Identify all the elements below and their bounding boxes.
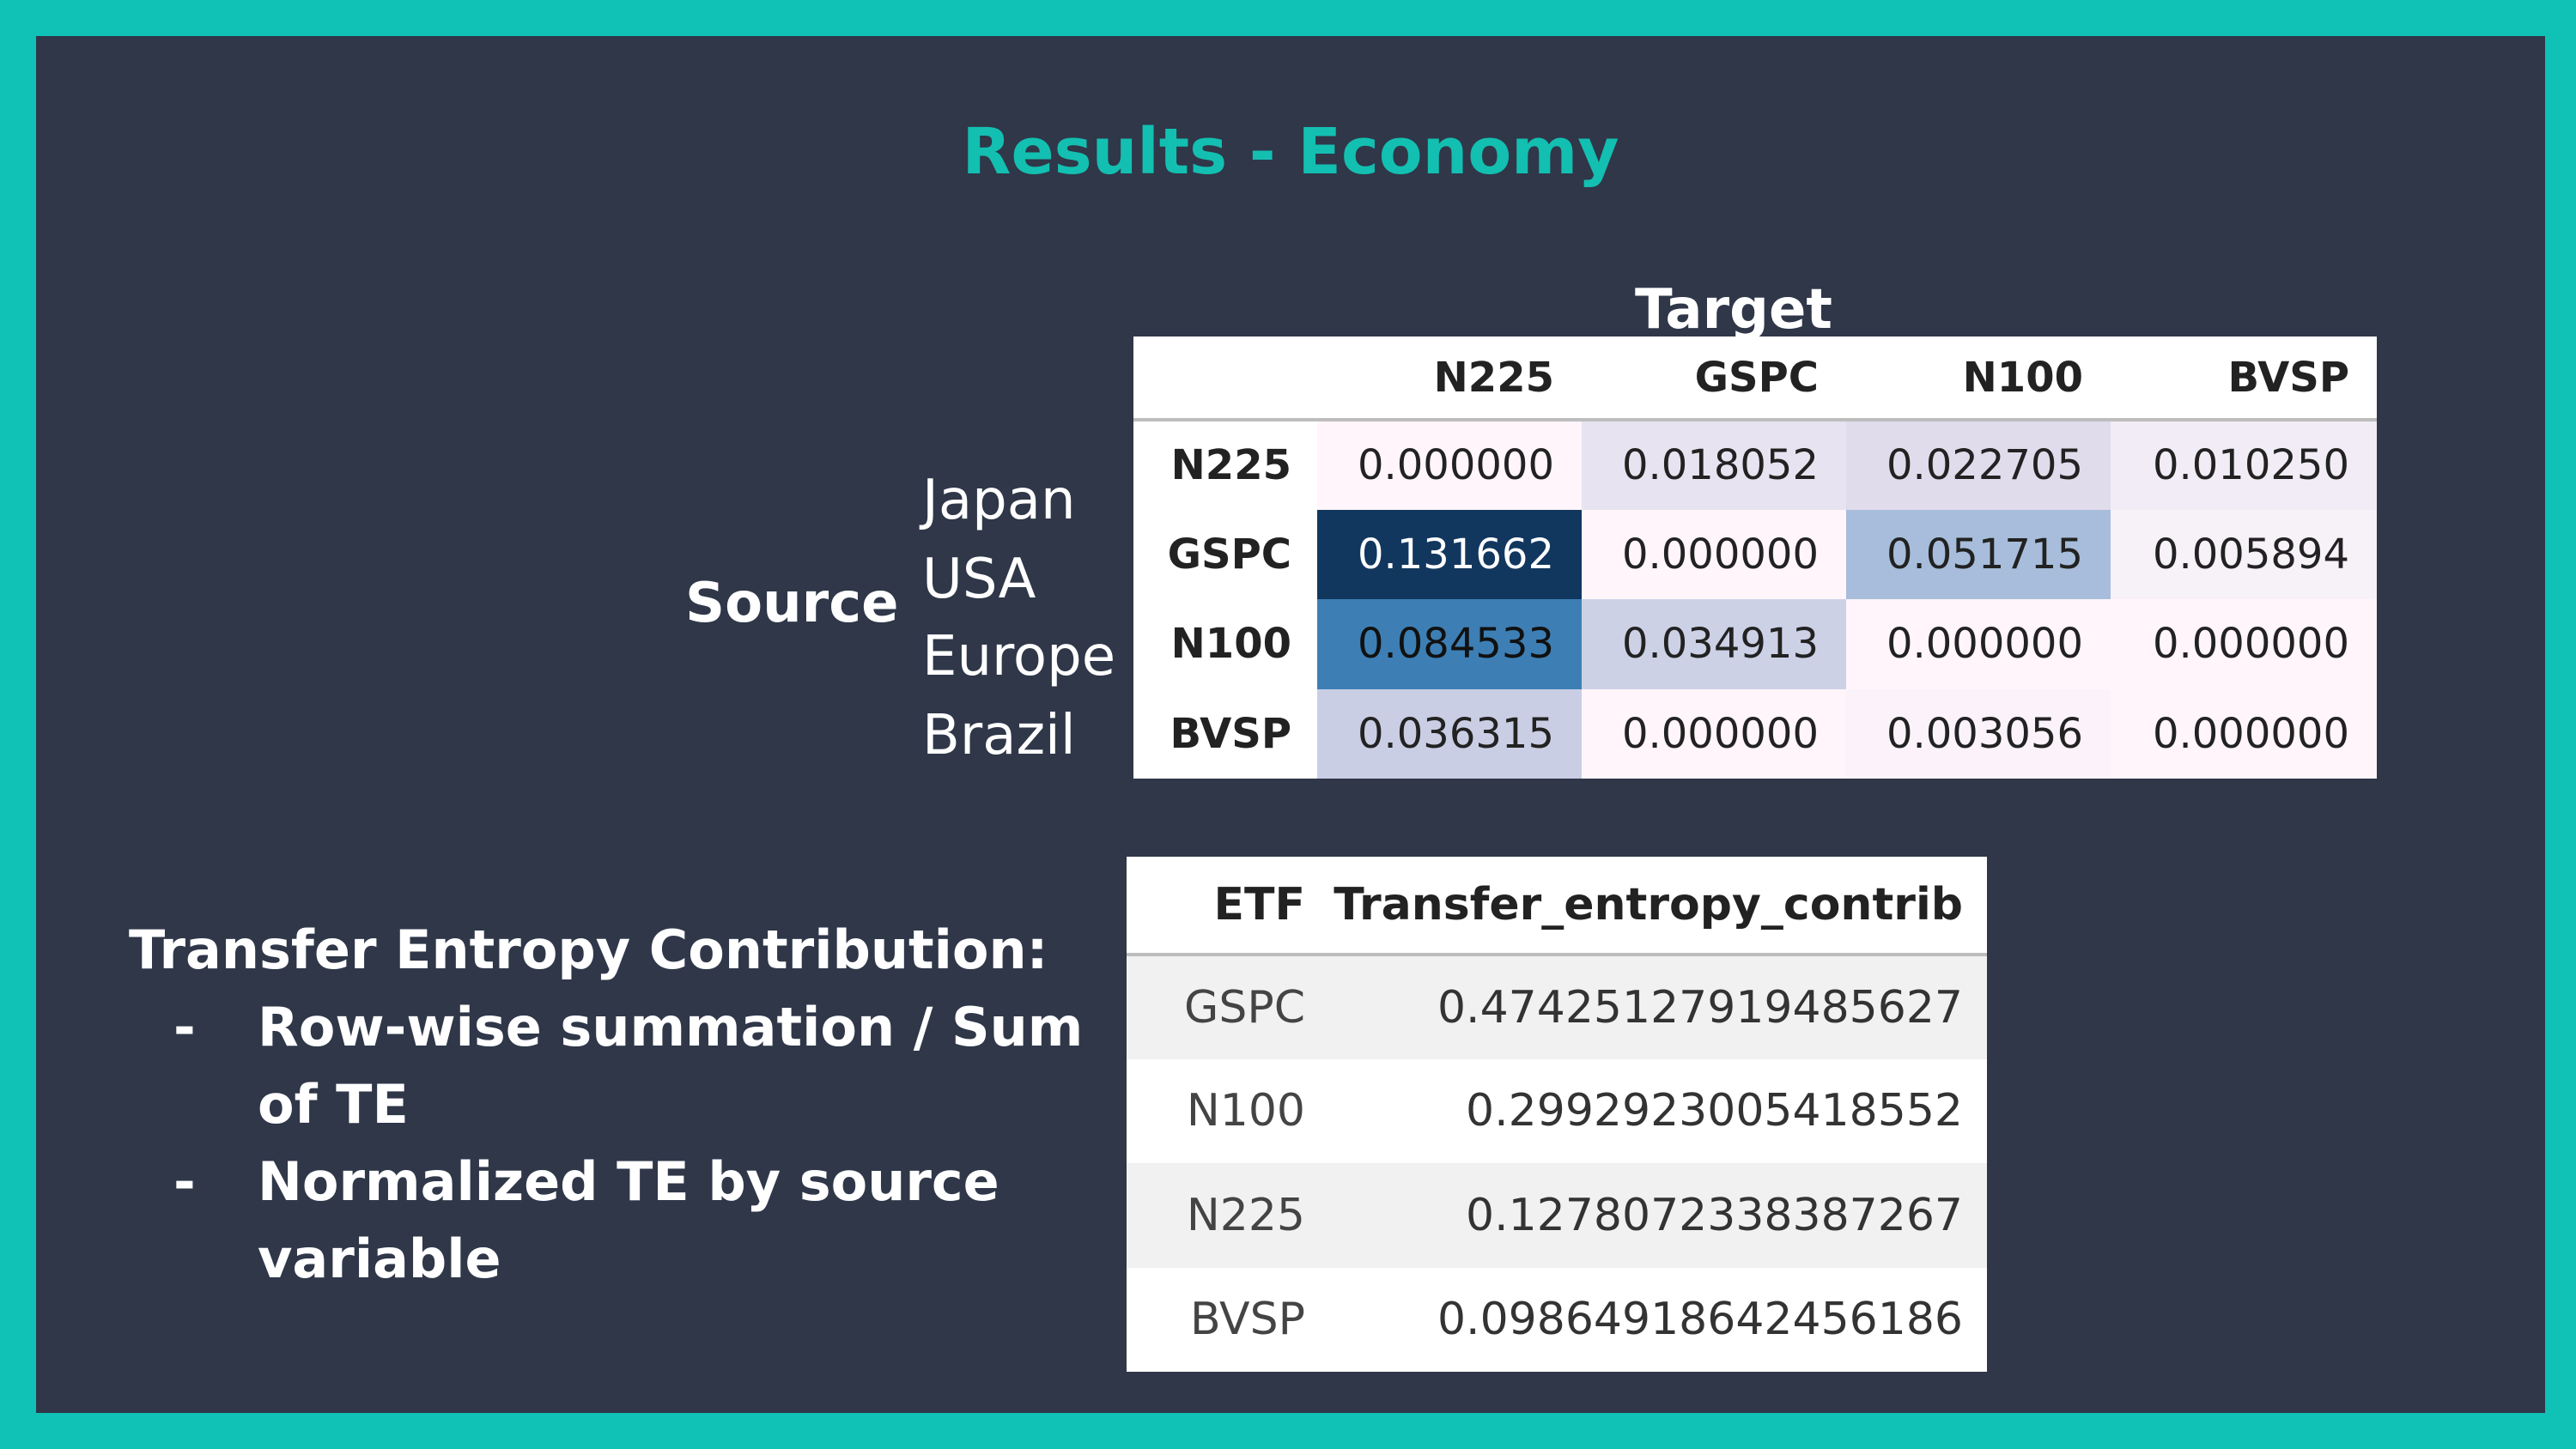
country-label-brazil: Brazil [922,704,1076,767]
matrix-cell: 0.000000 [2111,599,2377,689]
source-axis-label: Source [685,572,899,635]
target-axis-label: Target [1635,278,1832,342]
matrix-row-header: GSPC [1167,530,1291,579]
matrix-cell: 0.000000 [1582,509,1846,599]
contribution-explanation: Transfer Entropy Contribution: - Row-wis… [129,912,1108,1298]
matrix-cell: 0.000000 [1846,599,2111,689]
matrix-cell: 0.036315 [1317,688,1582,779]
matrix-cell: 0.084533 [1317,599,1582,689]
matrix-col-header: BVSP [2111,336,2377,421]
matrix-col-header: GSPC [1582,336,1846,421]
matrix-col-header: N225 [1317,336,1582,421]
etf-value-cell: 0.09864918642456186 [1437,1294,1963,1346]
country-label-usa: USA [922,548,1036,611]
etf-col-header: ETF [1127,857,1329,956]
slide: Results - Economy Target Source Japan US… [36,36,2545,1413]
etf-value-cell: 0.47425127919485627 [1437,981,1963,1034]
matrix-cell: 0.018052 [1582,420,1846,510]
etf-name-cell: N100 [1186,1085,1305,1137]
contribution-heading: Transfer Entropy Contribution: [129,919,1048,981]
etf-col-header: Transfer_entropy_contrib [1329,857,1987,956]
matrix-cell: 0.000000 [1317,420,1582,510]
matrix-corner-cell [1133,336,1317,421]
matrix-col-header: N100 [1846,336,2111,421]
etf-row: N100 0.2992923005418552 [1127,1059,1987,1164]
matrix-cell: 0.131662 [1317,509,1582,599]
bullet-dash: - [173,996,196,1058]
etf-row: GSPC 0.47425127919485627 [1127,955,1987,1059]
matrix-row: N100 0.084533 0.034913 0.000000 0.000000 [1133,599,2377,689]
etf-header-row: ETF Transfer_entropy_contrib [1127,857,1987,956]
etf-name-cell: BVSP [1189,1294,1305,1346]
bullet-text: Row-wise summation / Sum of TE [258,996,1084,1136]
etf-value-cell: 0.2992923005418552 [1466,1085,1963,1137]
etf-contribution-table: ETF Transfer_entropy_contrib GSPC 0.4742… [1127,857,1987,1372]
matrix-cell: 0.010250 [2111,420,2377,510]
matrix-cell: 0.051715 [1846,509,2111,599]
matrix-row: N225 0.000000 0.018052 0.022705 0.010250 [1133,420,2377,510]
etf-row: N225 0.1278072338387267 [1127,1163,1987,1268]
matrix-row-header: BVSP [1170,709,1291,758]
transfer-entropy-matrix: N225 GSPC N100 BVSP N225 0.000000 0.0180… [1133,336,2377,779]
slide-title: Results - Economy [962,115,1619,189]
etf-row: BVSP 0.09864918642456186 [1127,1268,1987,1373]
bullet-dash: - [173,1150,196,1213]
matrix-cell: 0.022705 [1846,420,2111,510]
country-label-japan: Japan [922,469,1076,532]
contribution-bullet-list: - Row-wise summation / Sum of TE - Norma… [129,989,1108,1298]
matrix-header-row: N225 GSPC N100 BVSP [1133,336,2377,421]
matrix-row-header: N100 [1170,620,1291,669]
bullet-text: Normalized TE by source variable [258,1150,999,1290]
bullet-item: - Normalized TE by source variable [129,1143,1108,1298]
matrix-cell: 0.034913 [1582,599,1846,689]
country-label-europe: Europe [922,625,1116,688]
bullet-item: - Row-wise summation / Sum of TE [129,989,1108,1143]
matrix-cell: 0.003056 [1846,688,2111,779]
matrix-cell: 0.000000 [1582,688,1846,779]
etf-name-cell: GSPC [1184,981,1305,1034]
matrix-cell: 0.005894 [2111,509,2377,599]
etf-name-cell: N225 [1186,1189,1305,1241]
etf-value-cell: 0.1278072338387267 [1466,1189,1963,1241]
matrix-row-header: N225 [1170,441,1291,490]
matrix-row: GSPC 0.131662 0.000000 0.051715 0.005894 [1133,509,2377,599]
matrix-row: BVSP 0.036315 0.000000 0.003056 0.000000 [1133,688,2377,779]
matrix-cell: 0.000000 [2111,688,2377,779]
